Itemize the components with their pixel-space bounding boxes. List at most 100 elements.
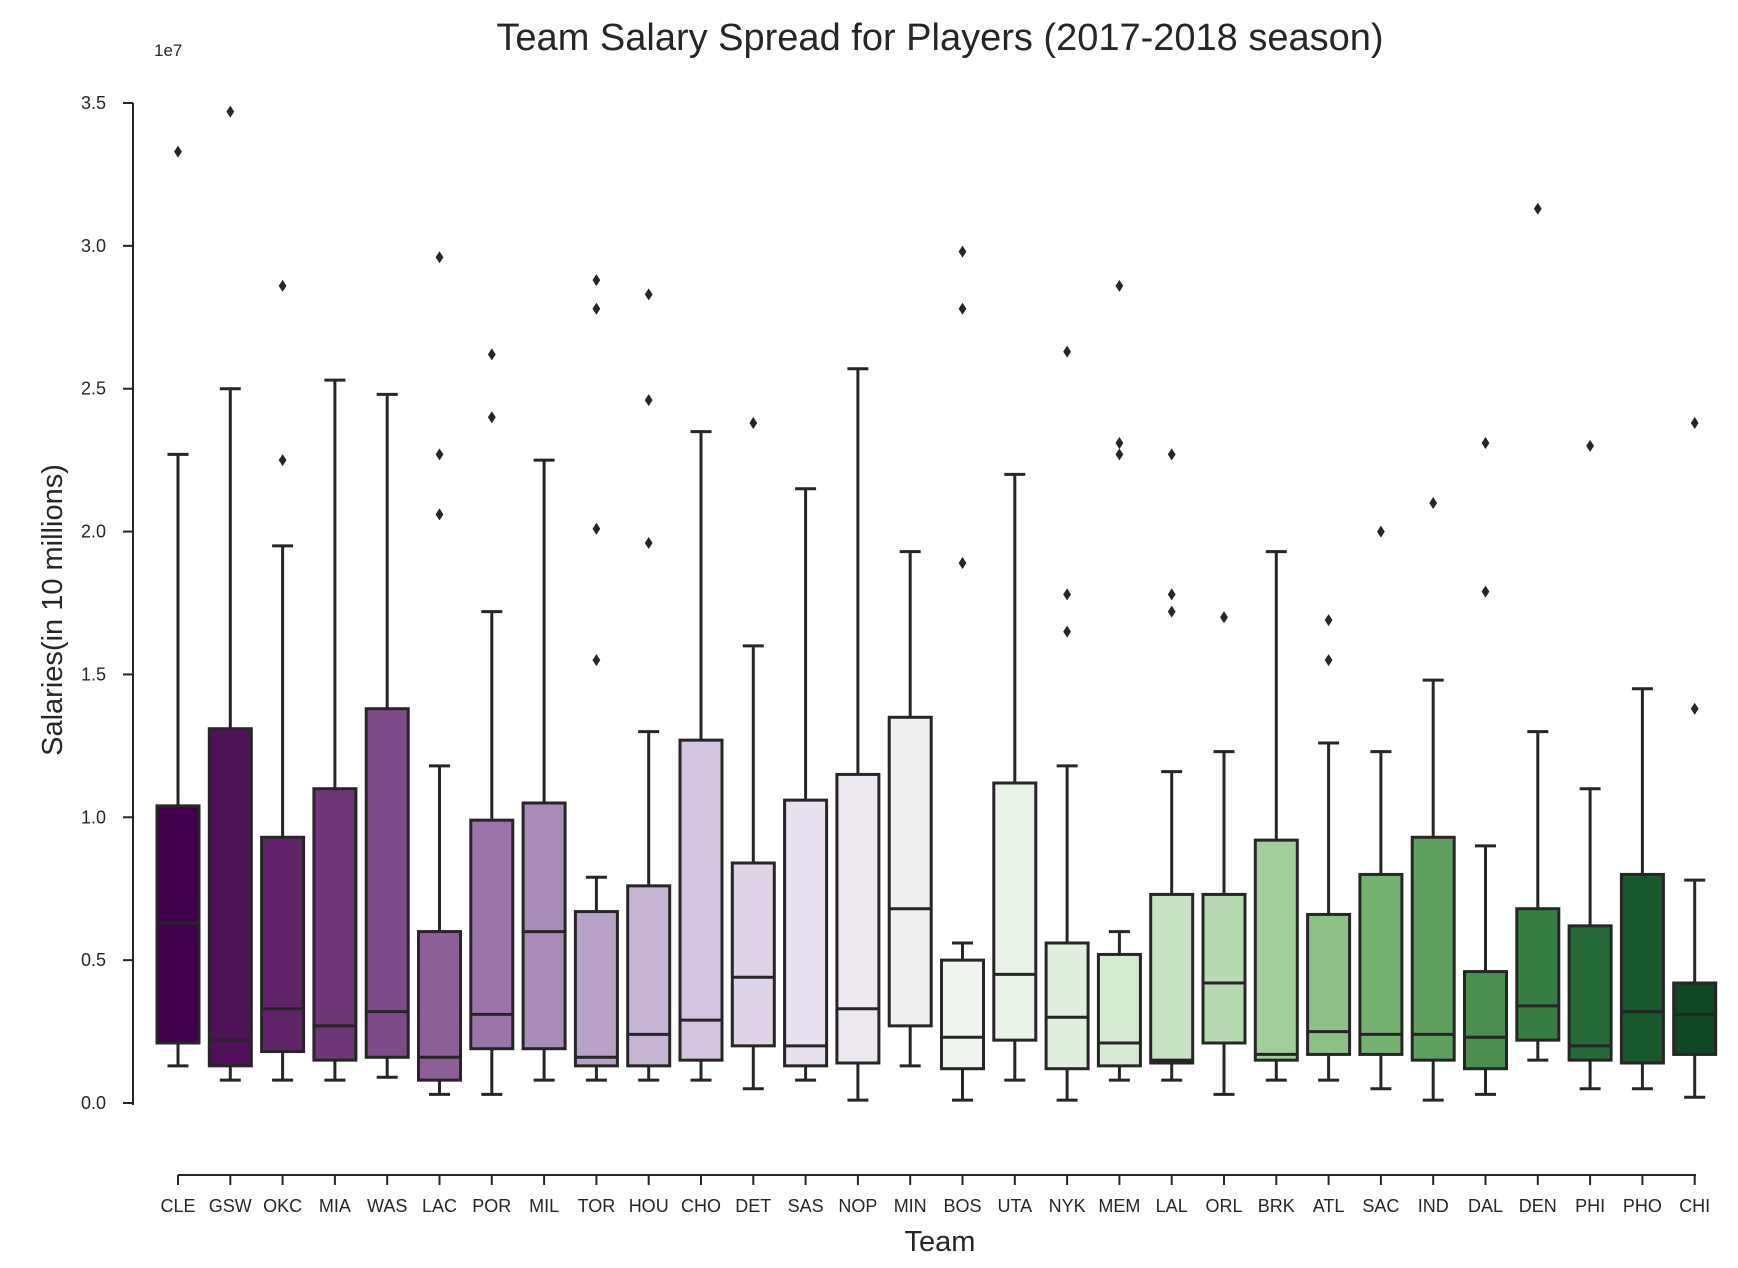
iqr-box bbox=[887, 715, 933, 1028]
box-ind bbox=[1410, 497, 1456, 1102]
box-mil bbox=[521, 458, 567, 1082]
x-tick-label-brk: BRK bbox=[1258, 1196, 1295, 1216]
y-tick-label-0: 0.0 bbox=[81, 1093, 106, 1113]
box-nop bbox=[835, 367, 881, 1102]
outlier-point-1 bbox=[435, 448, 444, 461]
iqr-box bbox=[1201, 892, 1247, 1045]
box-hou bbox=[626, 288, 672, 1082]
outlier-point-0 bbox=[1377, 525, 1385, 538]
iqr-box bbox=[417, 930, 462, 1082]
box-min bbox=[887, 550, 933, 1068]
outlier-point-0 bbox=[435, 508, 444, 521]
outlier-point-0 bbox=[1481, 585, 1490, 598]
box-brk bbox=[1253, 550, 1299, 1082]
iqr-box bbox=[1619, 872, 1665, 1065]
box-chi bbox=[1672, 417, 1718, 1099]
x-tick-label-nop: NOP bbox=[838, 1196, 877, 1216]
box-dal bbox=[1463, 437, 1508, 1096]
outlier-point-0 bbox=[174, 145, 182, 158]
box-det bbox=[730, 417, 776, 1091]
outlier-point-2 bbox=[435, 251, 444, 264]
x-tick-label-phi: PHI bbox=[1575, 1196, 1605, 1216]
outlier-point-0 bbox=[487, 411, 496, 424]
outlier-point-0 bbox=[1115, 448, 1124, 461]
x-tick-label-bos: BOS bbox=[943, 1196, 981, 1216]
box-nyk bbox=[1044, 345, 1090, 1102]
x-tick-label-okc: OKC bbox=[263, 1196, 302, 1216]
iqr-box bbox=[469, 818, 515, 1051]
outlier-point-1 bbox=[1481, 437, 1490, 449]
x-tick-label-dal: DAL bbox=[1468, 1196, 1503, 1216]
y-ticks: 0.0 0.5 1.0 1.5 2.0 2.5 3.0 3.5 bbox=[81, 93, 133, 1113]
outlier-point-2 bbox=[1063, 345, 1071, 358]
box-phi bbox=[1567, 439, 1613, 1091]
outlier-point-0 bbox=[1324, 654, 1333, 667]
outlier-point-2 bbox=[592, 302, 601, 315]
x-tick-label-tor: TOR bbox=[578, 1196, 616, 1216]
box-gsw bbox=[207, 105, 253, 1082]
iqr-box bbox=[1096, 952, 1142, 1068]
x-tick-label-mil: MIL bbox=[529, 1196, 559, 1216]
x-tick-label-det: DET bbox=[735, 1196, 771, 1216]
x-tick-label-mia: MIA bbox=[319, 1196, 351, 1216]
outlier-point-0 bbox=[226, 105, 235, 118]
iqr-box bbox=[1672, 981, 1718, 1056]
box-bos bbox=[940, 245, 985, 1102]
outlier-point-1 bbox=[958, 302, 967, 315]
box-orl bbox=[1201, 611, 1247, 1096]
box-sas bbox=[783, 487, 829, 1082]
x-tick-label-cho: CHO bbox=[681, 1196, 721, 1216]
box-mia bbox=[312, 378, 358, 1082]
iqr-box bbox=[1515, 907, 1561, 1042]
x-tick-label-por: POR bbox=[472, 1196, 511, 1216]
chart-title: Team Salary Spread for Players (2017-201… bbox=[496, 17, 1383, 59]
x-tick-label-chi: CHI bbox=[1679, 1196, 1710, 1216]
x-tick-label-pho: PHO bbox=[1623, 1196, 1662, 1216]
box-uta bbox=[992, 472, 1038, 1082]
y-tick-label-7: 3.5 bbox=[81, 93, 106, 113]
box-okc bbox=[260, 279, 306, 1082]
y-tick-label-5: 2.5 bbox=[81, 379, 106, 399]
y-tick-label-4: 2.0 bbox=[81, 522, 106, 542]
iqr-box bbox=[364, 707, 410, 1059]
x-ticks: CLE GSW OKC MIA WAS LAC POR MIL TOR HOU CHO DET SAS N… bbox=[160, 1175, 1710, 1216]
outlier-point-1 bbox=[1167, 588, 1176, 601]
y-offset-label: 1e7 bbox=[154, 41, 182, 60]
y-tick-label-2: 1.0 bbox=[81, 807, 106, 827]
outlier-point-3 bbox=[592, 274, 601, 287]
outlier-point-2 bbox=[1115, 279, 1124, 292]
outlier-point-0 bbox=[1063, 625, 1071, 638]
box-pho bbox=[1619, 687, 1665, 1091]
iqr-box bbox=[783, 798, 829, 1068]
outlier-point-0 bbox=[278, 454, 287, 467]
outlier-point-0 bbox=[1167, 605, 1176, 618]
x-tick-label-hou: HOU bbox=[629, 1196, 669, 1216]
x-tick-label-mem: MEM bbox=[1098, 1196, 1140, 1216]
iqr-box bbox=[1358, 872, 1404, 1056]
box-cho bbox=[678, 430, 724, 1082]
outlier-point-0 bbox=[1533, 202, 1542, 215]
box-lac bbox=[417, 251, 462, 1096]
y-tick-label-6: 3.0 bbox=[81, 236, 106, 256]
x-tick-label-lal: LAL bbox=[1156, 1196, 1188, 1216]
outlier-point-0 bbox=[1586, 439, 1594, 452]
boxes bbox=[155, 105, 1718, 1102]
box-was bbox=[364, 392, 410, 1079]
box-tor bbox=[573, 274, 619, 1082]
y-tick-label-1: 0.5 bbox=[81, 950, 106, 970]
box-atl bbox=[1306, 614, 1352, 1082]
iqr-box bbox=[1410, 835, 1456, 1062]
outlier-point-1 bbox=[278, 279, 287, 292]
outlier-point-2 bbox=[644, 288, 653, 301]
box-sac bbox=[1358, 525, 1404, 1091]
iqr-box bbox=[626, 884, 672, 1068]
box-mem bbox=[1096, 279, 1142, 1082]
iqr-box bbox=[207, 727, 253, 1068]
y-tick-label-3: 1.5 bbox=[81, 664, 106, 684]
x-tick-label-sac: SAC bbox=[1362, 1196, 1399, 1216]
iqr-box bbox=[1253, 838, 1299, 1062]
iqr-box bbox=[521, 801, 567, 1051]
iqr-box bbox=[1044, 941, 1090, 1071]
